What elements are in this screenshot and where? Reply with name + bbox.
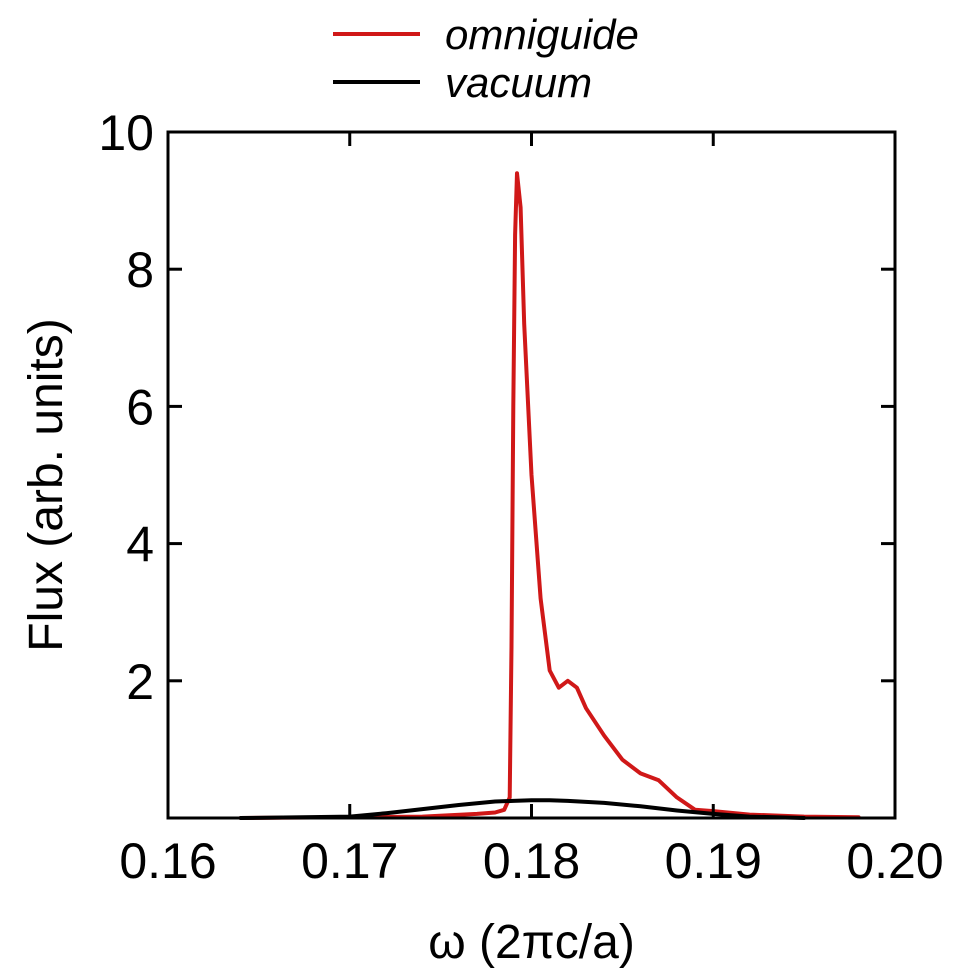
- y-tick-label: 6: [126, 379, 154, 435]
- plot-frame: [166, 130, 897, 820]
- y-axis-label: Flux (arb. units): [20, 318, 73, 651]
- y-tick-label: 10: [98, 105, 154, 161]
- series-line-vacuum: [238, 798, 807, 820]
- x-tick-label: 0.19: [665, 833, 762, 889]
- x-tick-label: 0.16: [119, 833, 216, 889]
- series-layer: [238, 171, 861, 820]
- labels-layer: 0.16 0.17 0.18 0.19 0.20 2 4 6 8 10: [98, 105, 943, 889]
- series-line-omniguide: [238, 171, 861, 820]
- x-tick-label: 0.18: [483, 833, 580, 889]
- legend-label-vacuum: vacuum: [445, 59, 592, 106]
- y-tick-label: 4: [126, 517, 154, 573]
- legend-label-omniguide: omniguide: [445, 11, 639, 58]
- y-tick-label: 2: [126, 654, 154, 710]
- x-tick-label: 0.17: [301, 833, 398, 889]
- y-tick-label: 8: [126, 242, 154, 298]
- x-axis-label: ω (2πc/a): [428, 916, 635, 969]
- x-tick-label: 0.20: [846, 833, 943, 889]
